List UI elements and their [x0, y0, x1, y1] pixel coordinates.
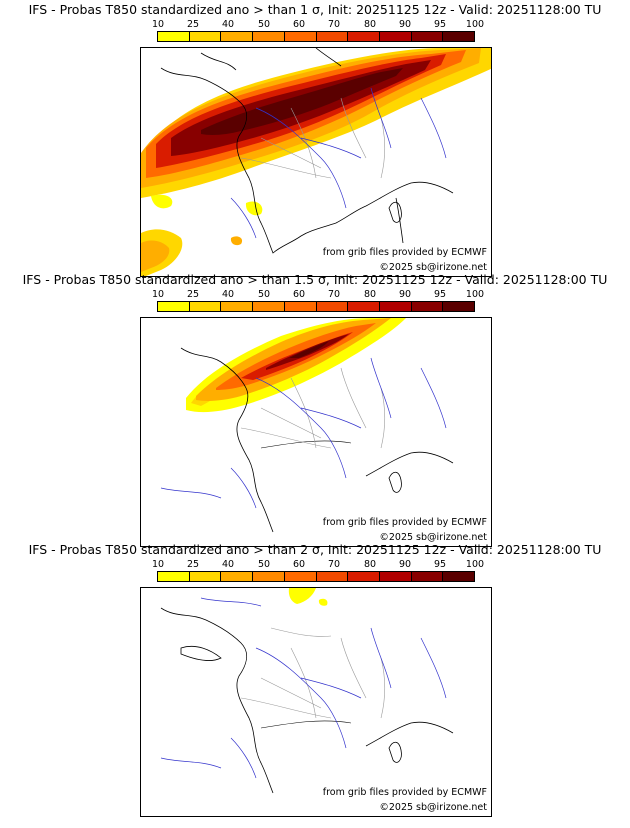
colorbar-swatch — [348, 572, 380, 581]
colorbar-swatch — [284, 32, 317, 41]
colorbar-tick-label: 10 — [151, 19, 165, 30]
colorbar-swatch — [348, 32, 380, 41]
colorbar-tick-label: 40 — [221, 289, 235, 300]
colorbar-tick-label: 10 — [151, 559, 165, 570]
colorbar-swatch — [189, 572, 222, 581]
map-graphic — [160, 318, 454, 533]
colorbar-swatch — [379, 572, 412, 581]
colorbar-swatch — [253, 32, 285, 41]
colorbar-swatch — [158, 32, 190, 41]
colorbar-swatch — [443, 302, 475, 311]
map-panel-1: IFS - Probas T850 standardized ano > tha… — [0, 0, 630, 277]
colorbar-tick-label: 95 — [433, 559, 447, 570]
colorbar-swatch — [284, 572, 317, 581]
colorbar-swatch — [443, 32, 475, 41]
colorbar-swatch — [411, 572, 444, 581]
colorbar-swatch — [316, 302, 349, 311]
map-panel-2: IFS - Probas T850 standardized ano > tha… — [0, 270, 630, 547]
colorbar-tick-label: 95 — [433, 19, 447, 30]
panel-title: IFS - Probas T850 standardized ano > tha… — [28, 2, 602, 17]
colorbar-swatch — [411, 302, 444, 311]
colorbar-swatch — [411, 32, 444, 41]
colorbar-tick-label: 90 — [398, 19, 412, 30]
copyright-credit: ©2025 sb@irizone.net — [379, 532, 487, 543]
data-source-credit: from grib files provided by ECMWF — [322, 517, 487, 528]
copyright-credit: ©2025 sb@irizone.net — [379, 802, 487, 813]
colorbar-labels: 10 25 40 50 60 70 80 90 95 100 — [150, 19, 490, 31]
colorbar-tick-label: 100 — [465, 559, 485, 570]
colorbar-tick-label: 95 — [433, 289, 447, 300]
colorbar-tick-label: 50 — [257, 289, 271, 300]
colorbar-tick-label: 25 — [186, 289, 200, 300]
colorbar-tick-label: 40 — [221, 559, 235, 570]
colorbar-swatch — [379, 32, 412, 41]
colorbar-swatch — [253, 302, 285, 311]
map-graphic — [141, 48, 491, 276]
colorbar-tick-label: 80 — [363, 559, 377, 570]
colorbar-tick-label: 90 — [398, 559, 412, 570]
colorbar-tick-label: 10 — [151, 289, 165, 300]
colorbar-swatch — [189, 32, 222, 41]
colorbar-tick-label: 60 — [292, 559, 306, 570]
colorbar — [157, 31, 475, 42]
colorbar-tick-label: 50 — [257, 559, 271, 570]
colorbar-swatch — [221, 572, 254, 581]
colorbar-swatch — [284, 302, 317, 311]
colorbar-swatch — [443, 572, 475, 581]
colorbar-swatch — [158, 572, 190, 581]
colorbar-tick-label: 90 — [398, 289, 412, 300]
colorbar-tick-label: 70 — [327, 559, 341, 570]
colorbar-swatch — [379, 302, 412, 311]
colorbar-tick-label: 50 — [257, 19, 271, 30]
colorbar-tick-label: 100 — [465, 289, 485, 300]
panel-title: IFS - Probas T850 standardized ano > tha… — [22, 272, 608, 287]
colorbar-tick-label: 80 — [363, 19, 377, 30]
probability-map: from grib files provided by ECMWF ©2025 … — [140, 317, 492, 547]
data-source-credit: from grib files provided by ECMWF — [322, 787, 487, 798]
colorbar-swatch — [253, 572, 285, 581]
colorbar-tick-label: 80 — [363, 289, 377, 300]
colorbar-labels: 10 25 40 50 60 70 80 90 95 100 — [150, 289, 490, 301]
colorbar-swatch — [158, 302, 190, 311]
colorbar-tick-label: 60 — [292, 289, 306, 300]
data-source-credit: from grib files provided by ECMWF — [322, 247, 487, 258]
colorbar-swatch — [316, 572, 349, 581]
colorbar-labels: 10 25 40 50 60 70 80 90 95 100 — [150, 559, 490, 571]
copyright-credit: ©2025 sb@irizone.net — [379, 262, 487, 273]
colorbar-swatch — [316, 32, 349, 41]
colorbar-swatch — [221, 302, 254, 311]
colorbar-tick-label: 100 — [465, 19, 485, 30]
colorbar-swatch — [189, 302, 222, 311]
colorbar — [157, 571, 475, 582]
colorbar-tick-label: 40 — [221, 19, 235, 30]
colorbar-swatch — [348, 302, 380, 311]
colorbar-swatch — [221, 32, 254, 41]
colorbar-tick-label: 60 — [292, 19, 306, 30]
probability-map: from grib files provided by ECMWF ©2025 … — [140, 47, 492, 277]
colorbar-tick-label: 25 — [186, 19, 200, 30]
panel-title: IFS - Probas T850 standardized ano > tha… — [28, 542, 602, 557]
colorbar-tick-label: 70 — [327, 289, 341, 300]
colorbar-tick-label: 70 — [327, 19, 341, 30]
probability-map: from grib files provided by ECMWF ©2025 … — [140, 587, 492, 817]
colorbar — [157, 301, 475, 312]
map-panel-3: IFS - Probas T850 standardized ano > tha… — [0, 540, 630, 817]
colorbar-tick-label: 25 — [186, 559, 200, 570]
map-graphic — [160, 588, 454, 794]
